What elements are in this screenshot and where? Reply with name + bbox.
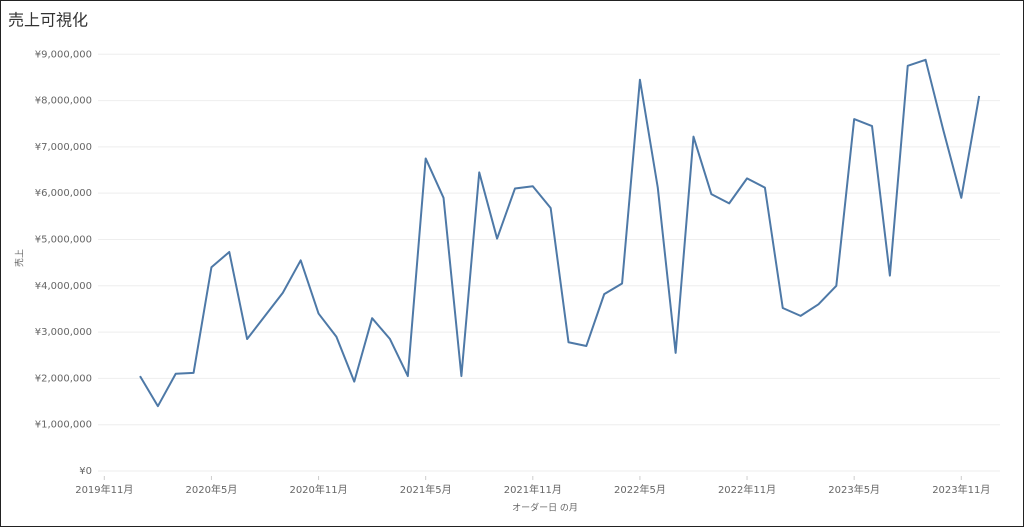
y-tick-label: ¥0 [79,466,92,477]
y-tick-label: ¥1,000,000 [35,420,92,431]
x-axis-label: オーダー日 の月 [512,502,578,514]
x-tick-label: 2022年5月 [614,483,666,496]
x-tick-label: 2021年5月 [400,483,452,496]
x-tick-label: 2020年5月 [186,483,238,496]
line-series [139,58,981,408]
y-tick-label: ¥2,000,000 [35,373,92,384]
x-tick-label: 2022年11月 [718,483,776,496]
x-tick-label: 2023年5月 [828,483,880,496]
y-tick-label: ¥3,000,000 [35,327,92,338]
x-tick-label: 2023年11月 [932,483,990,496]
x-tick-label: 2019年11月 [75,483,133,496]
y-axis-label: 売上 [14,249,26,267]
y-tick-label: ¥9,000,000 [35,49,92,60]
y-tick-label: ¥8,000,000 [35,96,92,107]
x-tick-label: 2021年11月 [504,483,562,496]
y-tick-label: ¥6,000,000 [35,188,92,199]
chart-title: 売上可視化 [8,11,88,30]
y-tick-label: ¥5,000,000 [35,234,92,245]
x-tick-label: 2020年11月 [289,483,347,496]
y-tick-label: ¥7,000,000 [35,142,92,153]
y-tick-label: ¥4,000,000 [35,281,92,292]
